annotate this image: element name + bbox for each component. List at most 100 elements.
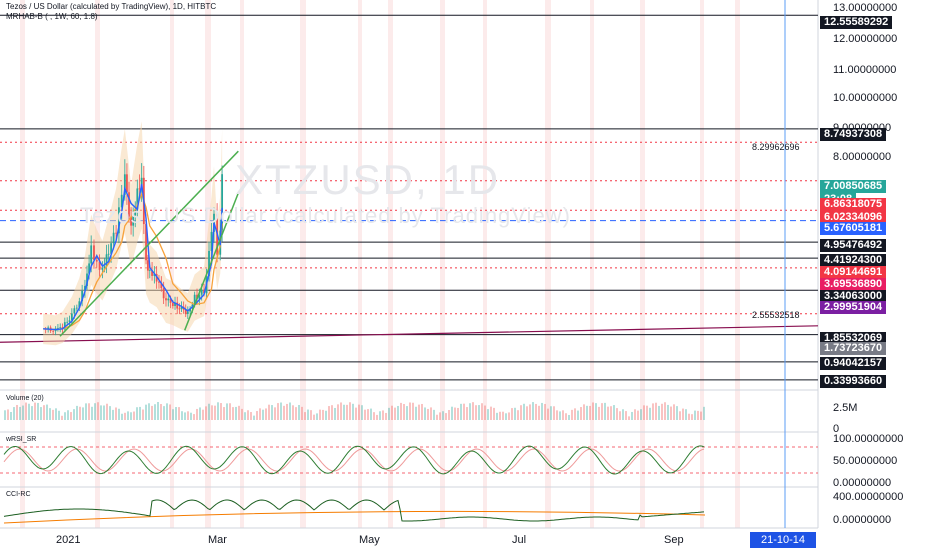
volume-bar	[259, 408, 261, 420]
price-tag: 3.69536890	[820, 278, 887, 291]
candle-body	[145, 224, 147, 261]
volume-bar	[166, 403, 168, 420]
candle-body	[63, 322, 66, 330]
volume-bar	[511, 408, 513, 420]
candle-body	[189, 308, 192, 312]
volume-bar	[214, 405, 216, 420]
candle-body	[118, 207, 120, 234]
trendline	[184, 192, 240, 331]
volume-bar	[52, 409, 54, 420]
volume-bar	[559, 411, 561, 420]
cci-pane-label: CCI-RC	[6, 491, 31, 498]
volume-bar	[19, 406, 21, 420]
price-tag: 3.34063000	[820, 290, 887, 303]
volume-bar	[517, 410, 519, 420]
volume-bar	[667, 404, 669, 420]
volume-bar	[493, 407, 495, 420]
price-tag: 6.02334096	[820, 211, 887, 224]
volume-bar	[661, 403, 663, 420]
volume-bar	[658, 405, 660, 420]
volume-bar	[574, 408, 576, 420]
volume-bar	[124, 412, 126, 420]
volume-bar	[265, 408, 267, 420]
volume-bar	[484, 405, 486, 420]
candle-body	[115, 232, 118, 234]
volume-bar	[160, 404, 162, 420]
volume-bar	[367, 409, 369, 420]
volume-bar	[586, 405, 588, 420]
volume-bar	[598, 406, 600, 420]
volume-bar	[688, 413, 690, 420]
volume-bar	[139, 406, 141, 420]
signal-band	[170, 0, 174, 528]
volume-bar	[130, 412, 132, 420]
price-tag: 0.94042157	[820, 357, 887, 370]
volume-bar	[106, 403, 108, 420]
level-label-lower: 2.55532518	[752, 310, 800, 320]
volume-bar	[565, 413, 567, 420]
x-axis-tick: Mar	[208, 534, 227, 546]
volume-bar	[151, 405, 153, 420]
volume-bar	[334, 407, 336, 420]
candle-body	[158, 281, 160, 283]
volume-bar	[502, 411, 504, 420]
signal-band	[483, 0, 487, 528]
price-axis-tick: 13.00000000	[833, 2, 898, 14]
watermark-symbol: XTZUSD, 1D	[235, 156, 501, 203]
volume-bar	[649, 407, 651, 420]
volume-bar	[451, 406, 453, 420]
candle-body	[176, 302, 179, 309]
volume-bar	[646, 405, 648, 420]
volume-bar	[679, 411, 681, 420]
signal-band	[545, 0, 551, 528]
candle-body	[180, 306, 183, 309]
volume-bar	[85, 403, 87, 420]
candle-body	[47, 327, 50, 330]
volume-bar	[244, 412, 246, 420]
volume-bar	[271, 405, 273, 420]
volume-bar	[304, 412, 306, 420]
volume-bar	[28, 403, 30, 420]
price-tag: 6.86318075	[820, 198, 887, 211]
volume-bar	[172, 409, 174, 420]
candle-body	[78, 301, 81, 308]
rsi-pane-label: wRSI_SR	[6, 436, 37, 443]
level-label-upper: 8.29962696	[752, 142, 800, 152]
volume-bar	[361, 405, 363, 420]
candle-body	[73, 308, 76, 314]
volume-bar	[532, 402, 534, 420]
price-tag: 4.95476492	[820, 239, 887, 252]
volume-bar	[412, 402, 414, 420]
volume-bar	[466, 407, 468, 420]
candle-body	[59, 327, 62, 329]
candle-body	[105, 254, 108, 267]
price-tag: 0.33993660	[820, 375, 887, 388]
candle-body	[57, 327, 59, 329]
price-tag: 12.55589292	[820, 16, 893, 29]
volume-bar	[343, 404, 345, 420]
volume-bar	[115, 407, 117, 420]
volume-bar	[313, 414, 315, 420]
signal-band	[640, 0, 645, 528]
volume-bar	[328, 406, 330, 420]
volume-bar	[268, 404, 270, 420]
volume-bar	[40, 407, 42, 420]
candle-body	[153, 273, 156, 276]
volume-bar	[250, 412, 252, 420]
cci-axis-tick: 400.00000000	[833, 491, 904, 503]
volume-bar	[562, 410, 564, 420]
volume-pane-label: Volume (20)	[6, 395, 44, 402]
candle-body	[148, 270, 151, 272]
signal-band	[440, 0, 445, 528]
volume-bar	[169, 404, 171, 420]
volume-bar	[616, 408, 618, 420]
volume-bar	[298, 404, 300, 420]
candle-body	[210, 231, 213, 251]
volume-bar	[208, 403, 210, 420]
volume-bar	[439, 412, 441, 420]
volume-bar	[277, 403, 279, 420]
volume-bar	[541, 402, 543, 420]
volume-bar	[634, 409, 636, 420]
volume-bar	[595, 403, 597, 420]
